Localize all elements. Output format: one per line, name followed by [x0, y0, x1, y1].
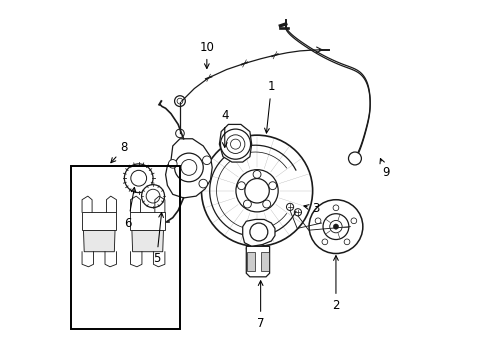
Polygon shape — [132, 230, 163, 252]
Circle shape — [333, 224, 338, 229]
Text: 5: 5 — [153, 213, 163, 265]
Circle shape — [174, 153, 203, 182]
Text: 1: 1 — [264, 80, 275, 133]
Circle shape — [220, 129, 250, 159]
Text: 8: 8 — [111, 141, 128, 163]
Circle shape — [174, 96, 185, 107]
Circle shape — [142, 185, 164, 208]
Bar — [70, 166, 180, 329]
Text: 2: 2 — [331, 256, 339, 312]
Bar — [260, 252, 268, 271]
Circle shape — [168, 159, 177, 168]
Polygon shape — [165, 139, 212, 198]
Text: 4: 4 — [221, 109, 228, 147]
Polygon shape — [246, 246, 269, 277]
Bar — [247, 252, 255, 271]
Text: 6: 6 — [124, 188, 136, 230]
Circle shape — [202, 156, 211, 165]
Circle shape — [175, 129, 184, 138]
Polygon shape — [219, 125, 251, 162]
Text: 10: 10 — [199, 41, 214, 68]
Circle shape — [286, 203, 293, 211]
Circle shape — [249, 223, 267, 241]
Polygon shape — [242, 220, 274, 246]
Bar — [130, 212, 164, 230]
Text: 3: 3 — [304, 202, 319, 215]
Polygon shape — [83, 230, 115, 252]
Text: 9: 9 — [379, 158, 389, 179]
Circle shape — [294, 209, 301, 216]
Circle shape — [348, 152, 361, 165]
Circle shape — [230, 139, 240, 149]
Circle shape — [199, 179, 207, 188]
Bar — [82, 212, 116, 230]
Text: 7: 7 — [256, 281, 264, 330]
